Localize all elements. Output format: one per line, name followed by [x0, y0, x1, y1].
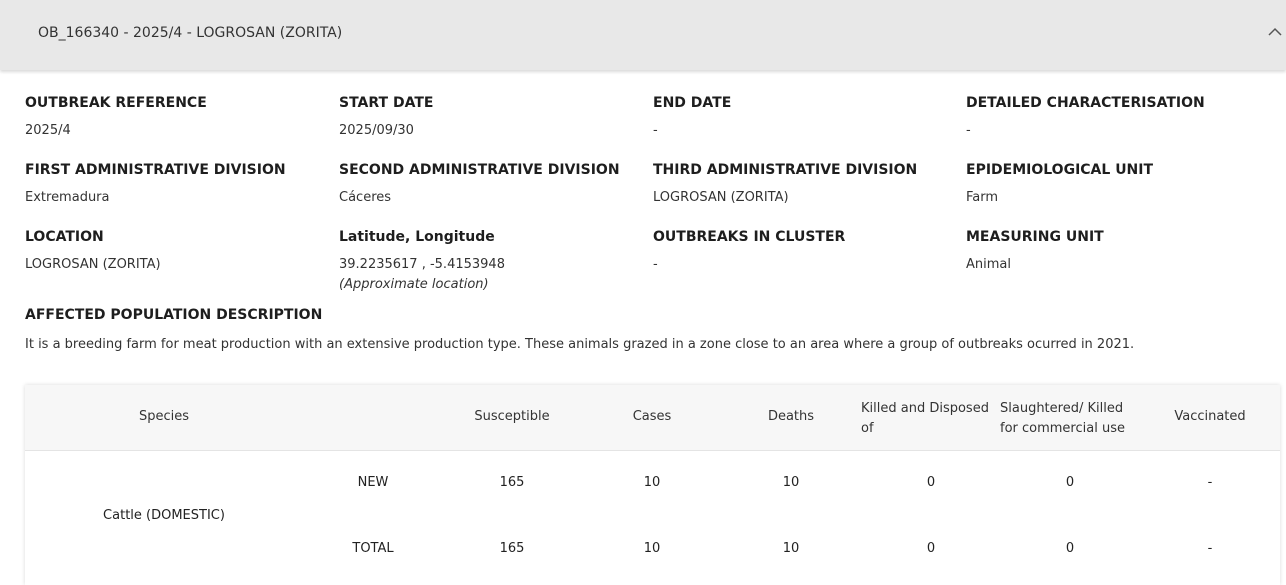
table-cell: 0 [1065, 541, 1075, 556]
row-label: TOTAL [352, 541, 394, 556]
field-label: DETAILED CHARACTERISATION [966, 95, 1205, 111]
field-label: OUTBREAKS IN CLUSTER [653, 229, 846, 245]
table-cell: 10 [643, 541, 661, 556]
field-value: Farm [966, 190, 999, 205]
species-cell: Cattle (DOMESTIC) [103, 508, 225, 523]
row-label: NEW [357, 475, 389, 490]
population-label: AFFECTED POPULATION DESCRIPTION [25, 307, 323, 323]
page: OB_166340 - 2025/4 - LOGROSAN (ZORITA) (… [0, 0, 1286, 556]
table-header: Susceptible [474, 409, 550, 424]
field-label: MEASURING UNIT [966, 229, 1104, 245]
table-cell: 165 [499, 475, 525, 490]
field-label: START DATE [339, 95, 434, 111]
field-value: - [966, 123, 971, 138]
field-value: 39.2235617 , -5.4153948 [339, 257, 505, 272]
field-value: - [653, 257, 658, 272]
table-header: Slaughtered/ Killed for commercial use [1000, 401, 1125, 436]
field-value: 2025/4 [25, 123, 71, 138]
field-label: EPIDEMIOLOGICAL UNIT [966, 162, 1154, 178]
table-cell: 10 [782, 475, 800, 490]
field-value: Cáceres [339, 190, 392, 205]
header-title: OB_166340 - 2025/4 - LOGROSAN (ZORITA) [38, 25, 343, 41]
field-label: END DATE [653, 95, 732, 111]
table-cell: 0 [1065, 475, 1075, 490]
field-label: FIRST ADMINISTRATIVE DIVISION [25, 162, 286, 178]
field-label: OUTBREAK REFERENCE [25, 95, 207, 111]
field-value: Animal [966, 257, 1011, 272]
table-cell: 165 [499, 541, 525, 556]
table-header: Deaths [767, 409, 815, 424]
table-header: Species [138, 409, 190, 424]
table-header: Killed and Disposed of [861, 401, 989, 436]
field-value: LOGROSAN (ZORITA) [25, 257, 161, 272]
collapse-icon[interactable] [1268, 27, 1282, 37]
field-value: Extremadura [25, 190, 110, 205]
field-label: SECOND ADMINISTRATIVE DIVISION [339, 162, 620, 178]
field-note: (Approximate location) [339, 277, 489, 292]
field-value: - [653, 123, 658, 138]
field-label: THIRD ADMINISTRATIVE DIVISION [653, 162, 918, 178]
table-box [25, 385, 1280, 585]
table-cell: 10 [643, 475, 661, 490]
table-header: Vaccinated [1174, 409, 1246, 424]
field-label: LOCATION [25, 229, 104, 245]
table-cell: 0 [926, 475, 936, 490]
field-value: 2025/09/30 [339, 123, 414, 138]
field-value: LOGROSAN (ZORITA) [653, 190, 789, 205]
table-cell: - [1207, 541, 1213, 556]
table-cell: 0 [926, 541, 936, 556]
table-header-bg [25, 385, 1280, 451]
table-header: Cases [632, 409, 672, 424]
population-text: It is a breeding farm for meat productio… [25, 337, 1135, 352]
table-cell: - [1207, 475, 1213, 490]
table-cell: 10 [782, 541, 800, 556]
header-bar[interactable]: OB_166340 - 2025/4 - LOGROSAN (ZORITA) [0, 0, 1286, 70]
field-label: Latitude, Longitude [339, 229, 495, 245]
